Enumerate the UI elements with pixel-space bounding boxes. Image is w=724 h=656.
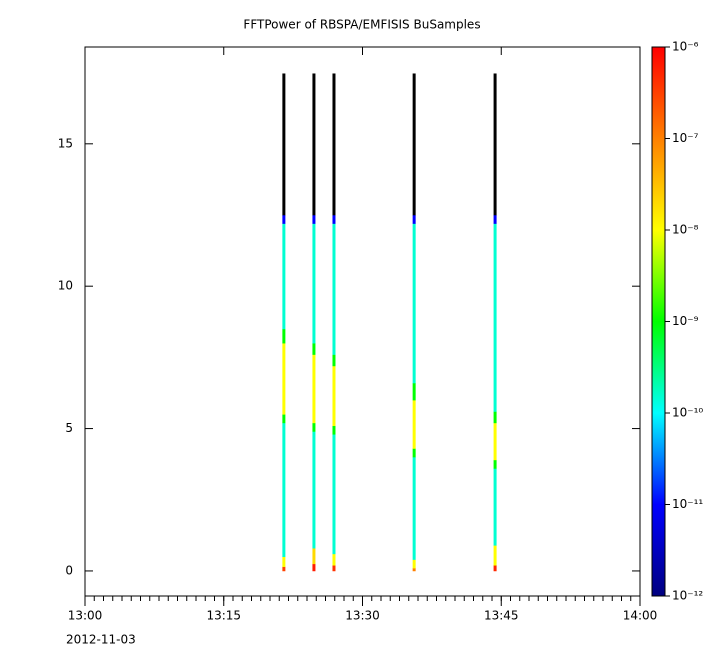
- spectrogram-cell: [332, 565, 336, 572]
- y-tick-label: 15: [58, 136, 73, 150]
- spectrogram-cell: [282, 223, 286, 330]
- spectrogram-cell: [412, 400, 416, 449]
- x-tick-label: 13:45: [484, 609, 519, 623]
- spectrogram-cell: [282, 556, 286, 567]
- x-date-label: 2012-11-03: [66, 633, 136, 647]
- chart-title: FFTPower of RBSPA/EMFISIS BuSamples: [243, 18, 480, 32]
- colorbar-tick-label: 10⁻¹⁰: [672, 406, 703, 420]
- spectrogram-cell: [412, 383, 416, 401]
- spectrogram-cell: [312, 431, 316, 549]
- spectrogram-cell: [282, 343, 286, 415]
- spectrogram-cell: [312, 215, 316, 224]
- spectrogram-cell: [332, 354, 336, 367]
- x-tick-label: 13:30: [345, 609, 380, 623]
- colorbar-tick-label: 10⁻⁷: [672, 131, 699, 145]
- spectrogram-cell: [282, 215, 286, 224]
- spectrogram-cell: [412, 215, 416, 224]
- spectrogram-cell: [412, 448, 416, 458]
- spectrogram-cell: [412, 223, 416, 384]
- x-tick-label: 14:00: [623, 609, 658, 623]
- spectrogram-cell: [493, 468, 497, 546]
- spectrogram-cell: [332, 434, 336, 555]
- spectrogram-cell: [412, 559, 416, 569]
- spectrogram-cell: [493, 73, 497, 216]
- colorbar-tick-label: 10⁻¹¹: [672, 497, 703, 511]
- spectrogram-cell: [493, 223, 497, 412]
- spectrogram-cell: [493, 545, 497, 566]
- spectrogram-cell: [493, 459, 497, 469]
- x-tick-label: 13:15: [206, 609, 241, 623]
- spectrogram-cell: [312, 223, 316, 344]
- spectrogram-cell: [332, 425, 336, 435]
- spectrogram-cell: [493, 565, 497, 572]
- spectrogram-cell: [312, 73, 316, 216]
- spectrogram-cell: [282, 328, 286, 344]
- plot-frame: [84, 46, 641, 597]
- y-tick-label: 5: [65, 421, 73, 435]
- spectrogram-cell: [332, 73, 336, 216]
- spectrogram-cell: [493, 422, 497, 461]
- colorbar: [651, 46, 666, 597]
- colorbar-tick-label: 10⁻⁸: [672, 223, 699, 237]
- spectrogram-cell: [282, 566, 286, 572]
- colorbar-tick-label: 10⁻¹²: [672, 589, 703, 603]
- colorbar-tick-label: 10⁻⁹: [672, 314, 699, 328]
- spectrogram-cell: [312, 343, 316, 355]
- spectrogram-cell: [493, 215, 497, 224]
- spectrogram-cell: [412, 568, 416, 572]
- spectrogram-cell: [312, 563, 316, 572]
- spectrogram-cell: [312, 548, 316, 565]
- spectrogram-cell: [332, 215, 336, 224]
- spectrogram-cell: [312, 422, 316, 432]
- spectrogram-cell: [312, 354, 316, 424]
- colorbar-tick-label: 10⁻⁶: [672, 40, 699, 54]
- spectrogram-cell: [282, 422, 286, 558]
- x-tick-label: 13:00: [68, 609, 103, 623]
- y-tick-label: 10: [58, 279, 73, 293]
- spectrogram-cell: [282, 73, 286, 216]
- spectrogram-cell: [493, 411, 497, 424]
- y-tick-label: 0: [65, 563, 73, 577]
- spectrogram-cell: [282, 414, 286, 424]
- spectrogram-cell: [332, 553, 336, 566]
- spectrogram-cell: [412, 73, 416, 216]
- spectrogram-cell: [332, 365, 336, 427]
- spectrogram-cell: [412, 457, 416, 560]
- spectrogram-cell: [332, 223, 336, 355]
